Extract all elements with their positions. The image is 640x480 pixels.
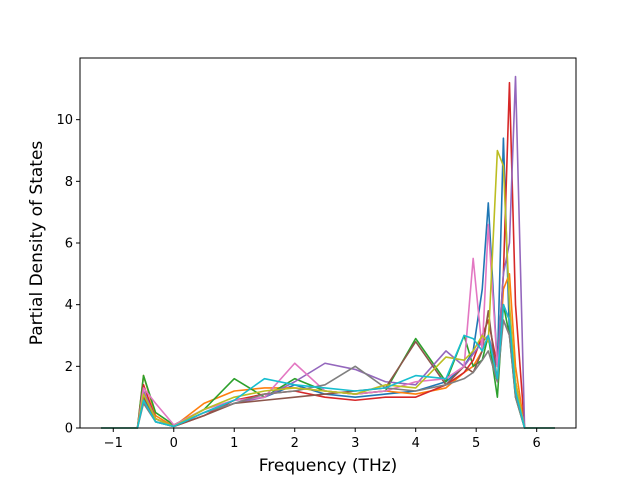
- y-tick-label: 10: [56, 113, 73, 128]
- y-axis-label: Partial Density of States: [27, 141, 47, 346]
- x-axis-label: Frequency (THz): [259, 456, 398, 476]
- series-line-10: [101, 303, 555, 429]
- x-tick-label: −1: [104, 436, 123, 451]
- x-tick-label: 4: [412, 436, 420, 451]
- y-tick-label: 8: [65, 175, 73, 190]
- x-tick-label: 3: [351, 436, 359, 451]
- ticks-layer: −1 0 1 2 3 4 5 6 0 2 4 6 8 10: [56, 113, 540, 451]
- y-tick-label: 4: [65, 298, 73, 313]
- y-tick-label: 0: [65, 422, 73, 437]
- x-tick-label: 5: [472, 436, 480, 451]
- x-tick-label: 2: [291, 436, 299, 451]
- x-tick-label: 0: [170, 436, 178, 451]
- plot-frame: [79, 57, 577, 429]
- y-tick-label: 6: [65, 237, 73, 252]
- x-tick-label: 1: [230, 436, 238, 451]
- y-tick-label: 2: [65, 360, 73, 375]
- x-tick-label: 6: [533, 436, 541, 451]
- series-layer: [101, 75, 555, 429]
